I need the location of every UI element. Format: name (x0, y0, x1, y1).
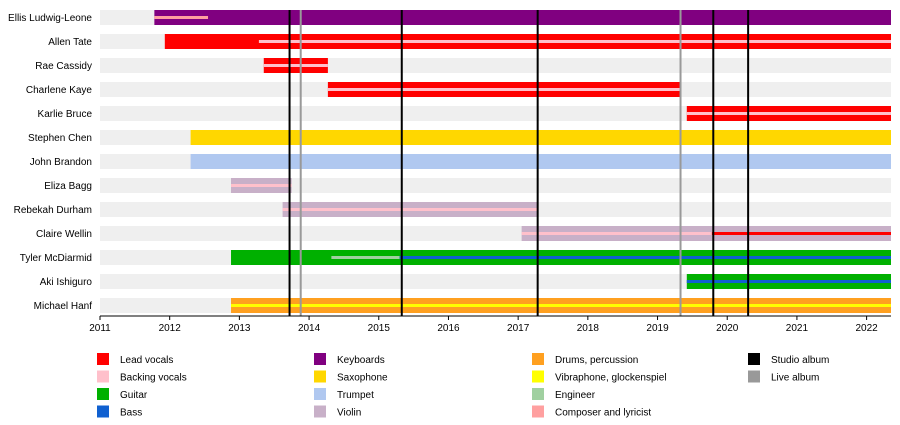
x-tick-label-2017: 2017 (507, 323, 530, 334)
bar-aki-ishiguro-bass-0 (686, 280, 891, 283)
bar-michael-hanf-vibraphone-glockenspiel-0 (231, 304, 891, 307)
legend-label-saxophone: Saxophone (337, 373, 388, 384)
legend-swatch-keyboards (314, 353, 326, 365)
legend-label-bass: Bass (120, 408, 142, 419)
legend-swatch-vibraphone-glockenspiel (532, 370, 544, 383)
x-tick-label-2014: 2014 (298, 323, 321, 334)
legend-swatch-trumpet (314, 388, 326, 400)
legend-swatch-saxophone (314, 370, 326, 383)
member-label-claire-wellin: Claire Wellin (36, 229, 92, 240)
member-label-eliza-bagg: Eliza Bagg (44, 181, 92, 192)
legend-swatch-lead-vocals (97, 353, 109, 365)
legend-swatch-studio-album (748, 353, 760, 365)
x-tick-label-2020: 2020 (716, 323, 739, 334)
legend-swatch-composer-and-lyricist (532, 405, 544, 418)
bar-john-brandon-trumpet-0 (190, 154, 891, 169)
member-label-michael-hanf: Michael Hanf (34, 301, 93, 312)
member-label-aki-ishiguro: Aki Ishiguro (40, 277, 93, 288)
legend-label-studio-album: Studio album (771, 355, 829, 366)
x-tick-label-2019: 2019 (646, 323, 669, 334)
legend-label-violin: Violin (337, 408, 361, 419)
bar-ellis-ludwig-leone-composer-and-lyricist-0 (154, 16, 209, 19)
bar-ellis-ludwig-leone-keyboards-0 (154, 10, 891, 25)
member-label-allen-tate: Allen Tate (48, 37, 92, 48)
bar-claire-wellin-lead-vocals-1 (711, 232, 891, 235)
bar-karlie-bruce-backing-vocals-0 (686, 112, 891, 115)
legend-label-guitar: Guitar (120, 390, 148, 401)
legend-label-drums-percussion: Drums, percussion (555, 355, 638, 366)
legend-label-live-album: Live album (771, 373, 819, 384)
x-tick-label-2011: 2011 (89, 323, 111, 334)
legend-label-trumpet: Trumpet (337, 390, 374, 401)
row-background-eliza-bagg (100, 178, 891, 193)
member-label-rebekah-durham: Rebekah Durham (14, 205, 92, 216)
legend-swatch-live-album (748, 370, 760, 383)
bar-rae-cassidy-backing-vocals-0 (263, 64, 328, 67)
legend-swatch-violin (314, 405, 326, 418)
bar-claire-wellin-backing-vocals-0 (521, 232, 712, 235)
bar-rebekah-durham-backing-vocals-0 (282, 208, 538, 211)
bar-tyler-mcdiarmid-engineer-0 (331, 256, 400, 259)
x-tick-label-2018: 2018 (577, 323, 600, 334)
bar-charlene-kaye-backing-vocals-0 (327, 88, 681, 91)
x-tick-label-2012: 2012 (159, 323, 182, 334)
legend-swatch-guitar (97, 388, 109, 400)
legend-swatch-backing-vocals (97, 370, 109, 383)
member-label-tyler-mcdiarmid: Tyler McDiarmid (20, 253, 92, 264)
legend-label-keyboards: Keyboards (337, 355, 385, 366)
legend-label-backing-vocals: Backing vocals (120, 373, 187, 384)
member-label-karlie-bruce: Karlie Bruce (38, 109, 93, 120)
bar-tyler-mcdiarmid-bass-1 (399, 256, 891, 259)
member-label-rae-cassidy: Rae Cassidy (35, 61, 92, 72)
legend-label-vibraphone-glockenspiel: Vibraphone, glockenspiel (555, 373, 667, 384)
x-tick-label-2013: 2013 (228, 323, 251, 334)
member-label-charlene-kaye: Charlene Kaye (26, 85, 93, 96)
legend-label-engineer: Engineer (555, 390, 596, 401)
legend-label-composer-and-lyricist: Composer and lyricist (555, 408, 651, 419)
row-background-rae-cassidy (100, 58, 891, 73)
legend-swatch-engineer (532, 388, 544, 400)
member-label-john-brandon: John Brandon (30, 157, 92, 168)
member-label-ellis-ludwig-leone: Ellis Ludwig-Leone (8, 13, 92, 24)
bar-stephen-chen-saxophone-0 (190, 130, 891, 145)
bar-allen-tate-backing-vocals-0 (258, 40, 891, 43)
x-tick-label-2016: 2016 (437, 323, 460, 334)
legend-swatch-drums-percussion (532, 353, 544, 365)
x-tick-label-2021: 2021 (786, 323, 809, 334)
x-tick-label-2022: 2022 (855, 323, 878, 334)
legend-label-lead-vocals: Lead vocals (120, 355, 173, 366)
bar-eliza-bagg-backing-vocals-0 (231, 184, 292, 187)
legend-swatch-bass (97, 405, 109, 418)
x-tick-label-2015: 2015 (368, 323, 391, 334)
member-label-stephen-chen: Stephen Chen (28, 133, 92, 144)
